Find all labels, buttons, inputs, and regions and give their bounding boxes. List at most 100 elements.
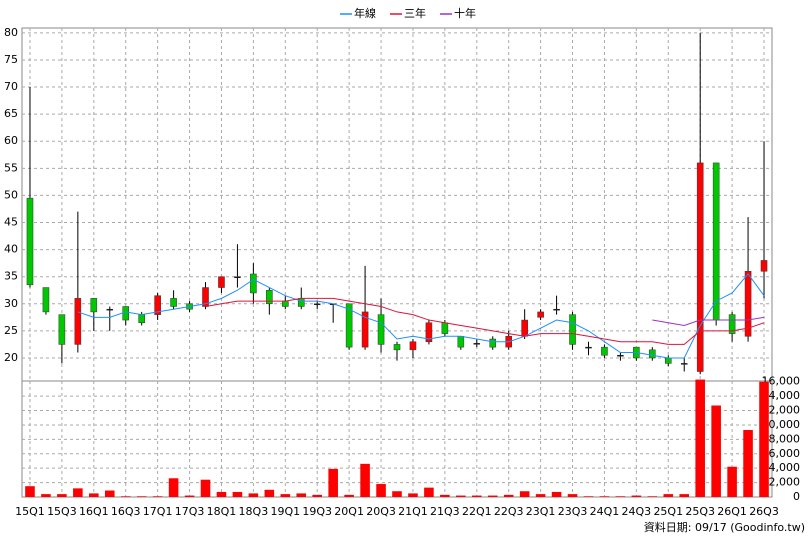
candle-body [170, 298, 177, 307]
candle-body [409, 341, 417, 351]
x-tick-label: 26Q1 [717, 505, 747, 518]
volume-bar [168, 478, 179, 497]
y-tick-label: 25 [4, 324, 18, 337]
volume-bar [599, 496, 610, 497]
x-tick-label: 20Q1 [334, 505, 364, 518]
candle-body [106, 308, 114, 311]
x-tick-label: 25Q3 [685, 505, 715, 518]
candle-body [297, 298, 305, 307]
candle-body [154, 295, 161, 315]
x-tick-label: 22Q1 [462, 505, 492, 518]
legend-label: 年線 [354, 6, 376, 20]
volume-bar [408, 493, 418, 497]
candle-body [282, 300, 289, 307]
y2-tick-label: 6,000 [769, 447, 801, 460]
candle-body [393, 344, 401, 351]
volume-bar [440, 494, 450, 497]
volume-bar [104, 490, 115, 497]
y2-tick-label: 16,000 [762, 375, 801, 388]
volume-bar [296, 493, 307, 497]
y2-tick-label: 12,000 [762, 404, 801, 417]
y2-tick-label: 0 [793, 490, 800, 503]
candle-body [744, 271, 752, 337]
candle-body [760, 260, 768, 272]
volume-bar [200, 479, 211, 497]
x-tick-label: 15Q3 [47, 505, 77, 518]
volume-bar [136, 496, 147, 497]
volume-bar [392, 491, 402, 497]
candle-body [377, 314, 385, 345]
y-tick-label: 80 [4, 26, 18, 39]
candle-body [569, 314, 576, 345]
x-tick-label: 16Q3 [111, 505, 141, 518]
plot-frame [21, 27, 773, 498]
y-tick-label: 20 [4, 351, 18, 364]
volume-bar [711, 405, 721, 497]
candle-body [601, 346, 608, 356]
x-tick-label: 17Q3 [175, 505, 205, 518]
candle-body [680, 363, 688, 365]
volume-bar [503, 494, 514, 497]
y-tick-label: 65 [4, 107, 18, 120]
volume-bar [679, 494, 690, 497]
legend-label: 十年 [454, 6, 476, 20]
candle-body [521, 319, 528, 337]
candle-body [537, 311, 544, 318]
candle-body [74, 298, 82, 345]
candle-body [138, 314, 145, 324]
x-tick-label: 19Q3 [302, 505, 332, 518]
y-tick-label: 35 [4, 270, 18, 283]
volume-bar [57, 494, 67, 497]
ma-line [77, 273, 765, 359]
volume-bar [631, 495, 642, 497]
volume-bar [376, 484, 386, 497]
volume-bar [184, 495, 195, 497]
candle-body [313, 303, 321, 306]
candle-body [122, 306, 130, 321]
volume-bar [759, 381, 769, 497]
volume-bar [120, 496, 131, 497]
volume-bar [312, 494, 322, 497]
y-tick-label: 55 [4, 161, 18, 174]
candle-body [712, 162, 720, 321]
y2-tick-label: 14,000 [762, 389, 801, 402]
y-tick-label: 70 [4, 80, 18, 93]
candle-body [90, 298, 98, 313]
volume-bar [551, 491, 562, 497]
candle-body [218, 276, 225, 288]
candle-body [617, 355, 624, 357]
y-tick-label: 45 [4, 216, 18, 229]
x-tick-label: 18Q1 [207, 505, 237, 518]
x-tick-label: 23Q1 [526, 505, 556, 518]
candle-body [345, 303, 353, 348]
volume-bar [567, 494, 578, 497]
volume-bar [248, 493, 259, 497]
volume-bar [727, 466, 737, 497]
candle-body [266, 289, 273, 305]
x-tick-label: 26Q3 [749, 505, 779, 518]
x-tick-label: 24Q1 [590, 505, 620, 518]
footer: 資料日期: 09/17 (Goodinfo.tw) [644, 520, 805, 534]
x-tick-label: 18Q3 [239, 505, 269, 518]
volume-bar [647, 496, 658, 497]
volume-bar [25, 486, 35, 497]
candle-body [250, 273, 257, 294]
volume-bar [328, 468, 338, 497]
volume-bar [519, 491, 530, 497]
candle-body [42, 287, 50, 313]
candle-body [649, 349, 656, 359]
x-tick-label: 16Q1 [79, 505, 109, 518]
candle-body [234, 276, 241, 278]
volume-bar [360, 463, 370, 497]
y-tick-label: 40 [4, 243, 18, 256]
x-tick-label: 21Q1 [398, 505, 428, 518]
volume-bar [615, 496, 626, 497]
volume-bar [743, 429, 753, 497]
volume-bar [41, 494, 51, 497]
candle-body [425, 322, 433, 342]
candle-body [361, 311, 369, 348]
y-tick-label: 50 [4, 188, 18, 201]
y-tick-label: 30 [4, 297, 18, 310]
x-tick-label: 15Q1 [15, 505, 45, 518]
